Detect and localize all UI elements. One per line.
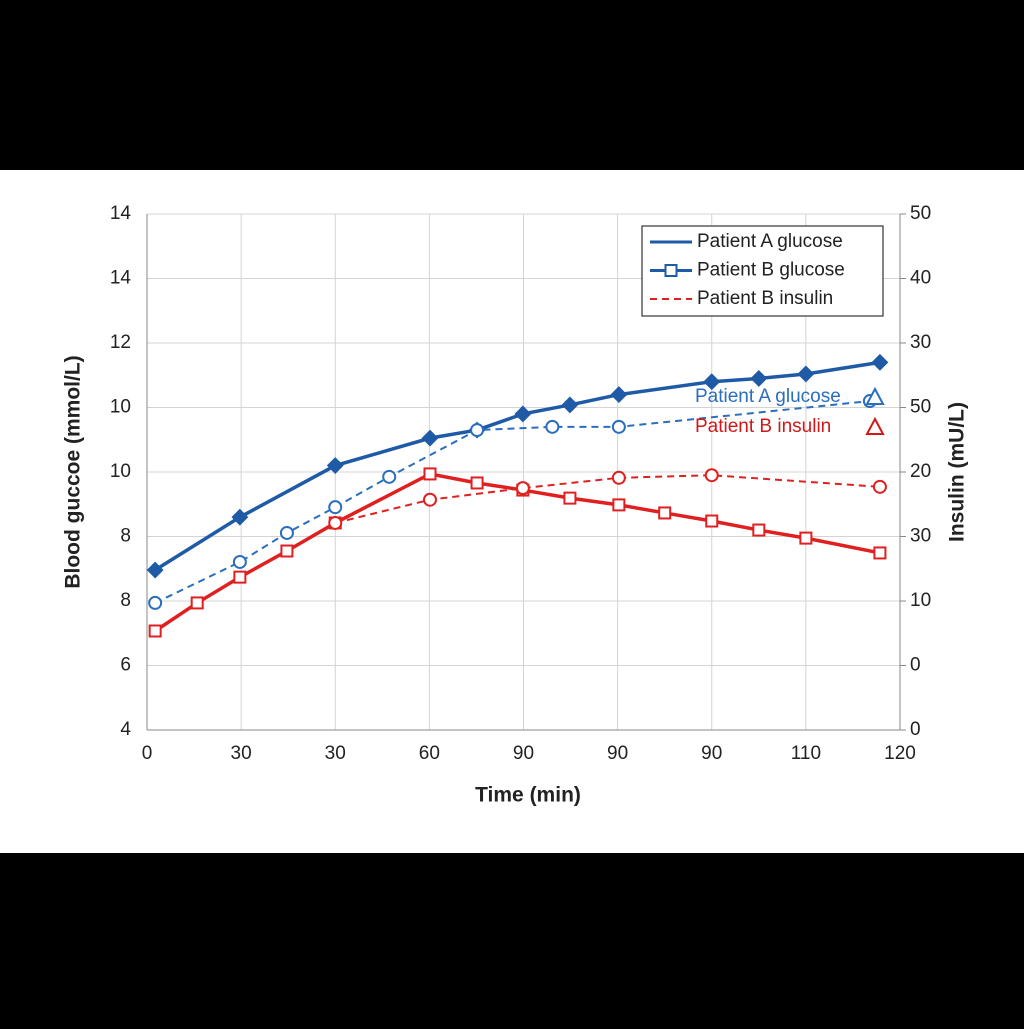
x-tick-label: 110 [791,743,821,764]
point [148,624,162,638]
point [611,470,626,485]
point [612,498,626,512]
y2-tick-label: 50 [910,203,931,224]
x-tick-label: 60 [419,743,440,764]
legend-label: Patient B glucose [697,260,845,281]
y-tick-label: 12 [110,332,131,353]
y2-tick-label: 30 [910,526,931,547]
x-tick-label: 0 [142,743,153,764]
point [328,500,343,515]
point [872,479,887,494]
point [561,396,579,414]
point [705,514,719,528]
x-axis-title: Time (min) [475,784,581,807]
legend-label: Patient A glucose [697,231,843,252]
point [232,554,247,569]
annotation-marker [865,416,885,435]
y2-tick-label: 20 [910,461,931,482]
point [515,481,530,496]
y2-tick-label: 10 [910,590,931,611]
point [752,523,766,537]
point [610,386,628,404]
point [148,595,163,610]
y2-tick-label: 0 [910,719,921,740]
point [873,546,887,560]
y-tick-label: 6 [120,655,131,676]
point [382,469,397,484]
annotation: Patient B insulin [695,416,831,437]
y2-tick-label: 50 [910,397,931,418]
point [750,370,768,387]
point [470,423,485,438]
point [563,491,577,505]
y-tick-label: 14 [110,203,132,224]
y-tick-label: 8 [120,590,131,611]
point [514,405,532,423]
y2-axis-title: Insulin (mU/L) [946,402,969,542]
legend-label: Patient B insulin [697,288,833,309]
point [190,596,204,610]
point [545,419,560,434]
point [704,468,719,483]
point [423,492,438,507]
y-tick-label: 14 [110,268,132,289]
series-line [335,474,880,524]
y2-tick-label: 0 [910,655,921,676]
x-tick-label: 90 [701,743,722,764]
annotation: Patient A glucose [695,386,841,407]
y2-tick-label: 40 [910,268,931,289]
point [231,508,249,526]
x-tick-label: 30 [231,743,252,764]
point [146,561,164,579]
point [664,264,678,277]
point [280,544,294,558]
point [233,570,247,584]
y-tick-label: 4 [120,719,131,740]
x-tick-label: 90 [607,743,628,764]
point [797,365,815,383]
x-tick-label: 90 [513,743,534,764]
point [421,429,439,447]
point [799,531,813,545]
y-axis-title: Blood guccoe (mmol/L) [62,355,85,588]
x-tick-label: 30 [325,743,346,764]
point [658,506,672,520]
point [470,476,484,490]
point [871,353,889,371]
point [703,373,721,391]
point [328,515,343,530]
y2-tick-label: 30 [910,332,931,353]
point [326,457,344,474]
point [279,525,294,540]
annotation-marker [865,386,885,405]
y-tick-label: 10 [110,461,131,482]
x-tick-label: 120 [884,743,916,764]
y-tick-label: 8 [120,526,131,547]
point [611,419,626,434]
series-line [154,360,881,572]
y-tick-label: 10 [110,397,131,418]
point [423,467,437,481]
